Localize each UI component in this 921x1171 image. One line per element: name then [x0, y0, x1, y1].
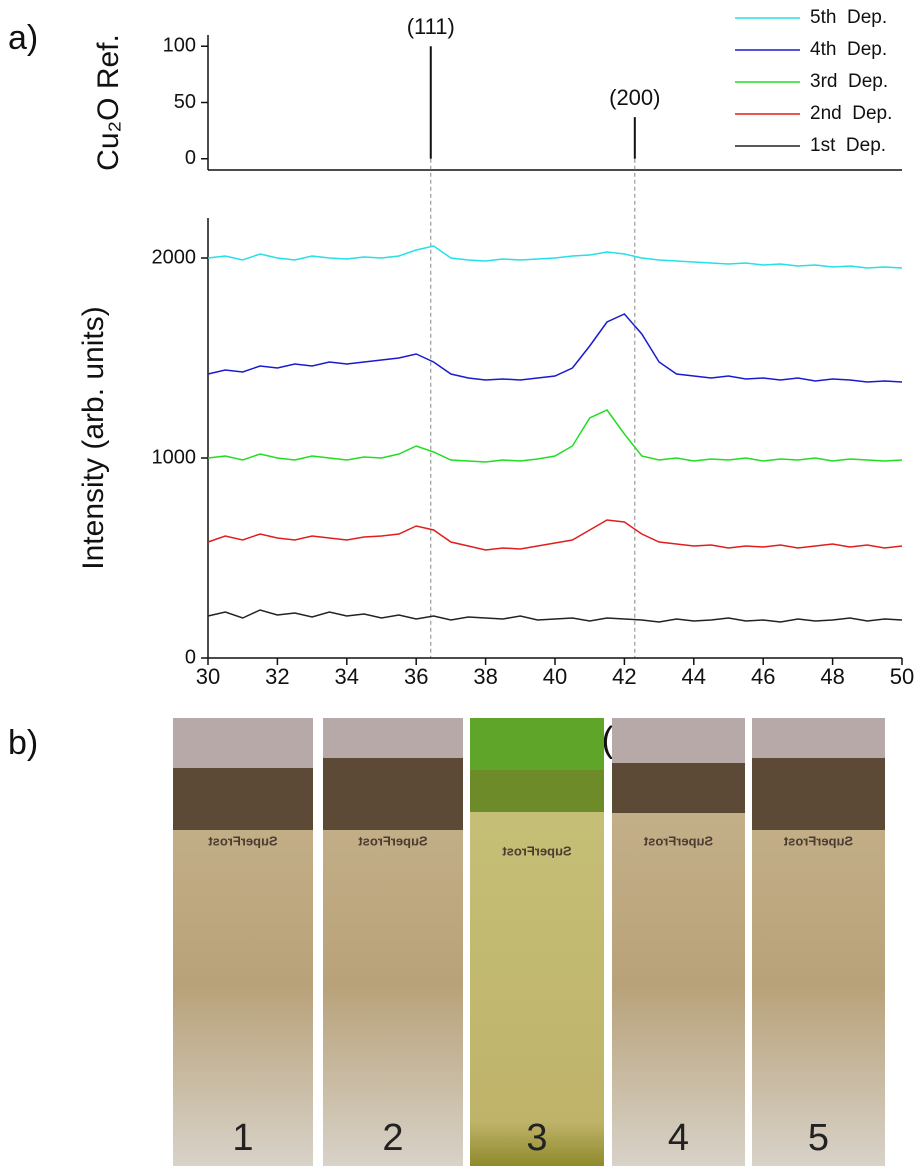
y-axis-label: Intensity (arb. units) [77, 306, 110, 569]
y-axis-label: Cu₂O Ref. [92, 34, 125, 171]
x-tick-label: 40 [543, 664, 567, 689]
slide-band [612, 763, 745, 813]
legend-label: 3rd Dep. [810, 71, 888, 92]
x-tick-label: 46 [751, 664, 775, 689]
x-tick-label: 50 [890, 664, 914, 689]
slide-band [323, 758, 463, 830]
series-line [207, 609, 903, 623]
slide-number: 5 [808, 1117, 829, 1159]
legend-label: 5th Dep. [810, 7, 887, 28]
slide-number: 2 [382, 1117, 403, 1159]
x-tick-label: 38 [473, 664, 497, 689]
slide-brand: SuperFrost [643, 833, 713, 848]
slide-brand: SuperFrost [208, 833, 278, 848]
x-tick-label: 32 [265, 664, 289, 689]
slide-band [173, 768, 313, 830]
x-tick-label: 42 [612, 664, 636, 689]
y-tick-label: 0 [185, 646, 196, 668]
y-tick-label: 100 [163, 35, 196, 57]
x-tick-label: 30 [196, 664, 220, 689]
slide-brand: SuperFrost [502, 843, 572, 858]
series-line [207, 313, 903, 383]
panel-label: b) [8, 724, 38, 762]
legend-label: 4th Dep. [810, 39, 887, 60]
slide-brand: SuperFrost [358, 833, 428, 848]
slide-label-area [612, 718, 745, 763]
legend-label: 2nd Dep. [810, 103, 892, 124]
slide-label-area [173, 718, 313, 768]
y-tick-label: 1000 [152, 446, 197, 468]
legend-label: 1st Dep. [810, 135, 886, 156]
slide-brand: SuperFrost [783, 833, 853, 848]
slide-label-area [752, 718, 885, 758]
x-tick-label: 34 [335, 664, 359, 689]
series-line [207, 409, 903, 463]
y-tick-label: 50 [174, 91, 196, 113]
x-tick-label: 44 [682, 664, 706, 689]
slide-band [470, 770, 604, 812]
panel-label: a) [8, 19, 38, 57]
slide-number: 4 [668, 1117, 689, 1159]
peak-annotation: (200) [609, 85, 660, 110]
y-tick-label: 0 [185, 147, 196, 169]
series-line [207, 245, 903, 269]
x-tick-label: 48 [820, 664, 844, 689]
y-tick-label: 2000 [152, 246, 197, 268]
slide-number: 1 [232, 1117, 253, 1159]
series-line [207, 519, 903, 551]
slide-label-area [323, 718, 463, 758]
x-tick-label: 36 [404, 664, 428, 689]
peak-annotation: (111) [407, 14, 455, 39]
slide-number: 3 [526, 1117, 547, 1159]
slide-band [752, 758, 885, 830]
